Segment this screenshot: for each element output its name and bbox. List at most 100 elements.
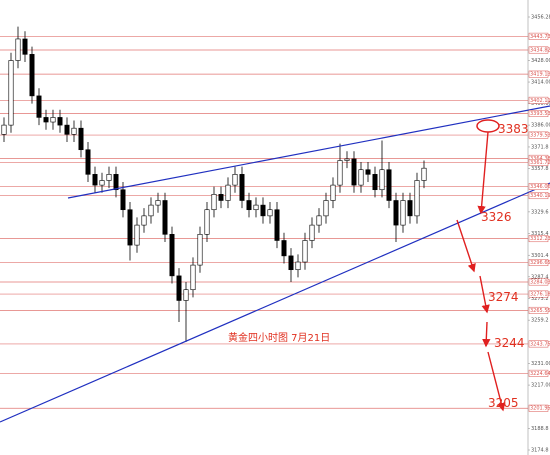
price-level-box (528, 259, 549, 267)
forecast-arrow (456, 219, 476, 273)
y-tick-label: 3273.2 (531, 296, 549, 302)
candle-body (92, 174, 98, 186)
candle-body (351, 158, 357, 186)
price-level-box (528, 46, 549, 54)
candle-body (106, 174, 112, 181)
candle-body (141, 215, 147, 226)
candle-body (183, 289, 189, 301)
candle-body (99, 180, 105, 186)
target-label: 3326 (481, 210, 512, 224)
price-level-box (528, 290, 549, 298)
candle-body (57, 117, 63, 126)
candle-body (421, 167, 427, 181)
y-tick-label: 3174.8 (531, 448, 549, 454)
y-tick-label: 3259.2 (531, 318, 549, 324)
candle-body (337, 160, 343, 186)
marks (0, 26, 528, 409)
candle-body (8, 60, 14, 126)
candle-body (50, 117, 56, 123)
target-label: 3205 (488, 396, 519, 410)
candle-body (29, 54, 35, 97)
candle-body (22, 38, 28, 55)
candle-body (155, 200, 161, 206)
candle-body (204, 209, 210, 235)
candle-body (323, 200, 329, 217)
price-level-label: 3443.73 (530, 34, 550, 40)
candle-body (232, 174, 238, 186)
price-level-label: 3419.13 (530, 72, 550, 78)
candle-body (127, 209, 133, 246)
candle-body (134, 224, 140, 246)
price-level-box (528, 404, 549, 412)
y-tick-label: 3371.8 (531, 144, 549, 150)
price-level-label: 3434.82 (530, 48, 550, 54)
y-tick-label: 3456.28 (531, 15, 550, 21)
candle-body (344, 158, 350, 161)
candle-body (239, 174, 245, 201)
candle-body (64, 124, 70, 135)
candle-body (176, 275, 182, 301)
candle-body (274, 209, 280, 241)
candle-body (393, 200, 399, 226)
candle-body (309, 224, 315, 241)
candle-body (36, 95, 42, 118)
price-level-label: 3312.23 (530, 236, 550, 242)
candle-body (400, 200, 406, 226)
candle-body (407, 200, 413, 217)
price-level-box (528, 235, 549, 243)
candle-body (162, 200, 168, 235)
target-label: 3274 (488, 290, 519, 304)
candle-body (148, 204, 154, 217)
candle-body (379, 169, 385, 191)
candle-body (267, 209, 273, 217)
candle-body (372, 174, 378, 191)
price-level-label: 3346.06 (530, 184, 550, 190)
forecast-arrow (479, 275, 490, 314)
price-level-label: 3243.75 (530, 341, 550, 347)
candle-body (288, 255, 294, 271)
forecast-arrow (487, 351, 506, 412)
candle-body (218, 194, 224, 201)
price-level-box (528, 306, 549, 314)
forecast-arrow (482, 321, 491, 348)
price-level-label: 3265.55 (530, 308, 550, 314)
candle-body (281, 240, 287, 257)
price-level-box (528, 131, 549, 139)
candle-body (71, 127, 77, 135)
upper-trendline (67, 105, 550, 199)
price-level-label: 3224.64 (530, 371, 550, 377)
candle-body (78, 127, 84, 151)
price-level-box (528, 110, 549, 117)
y-tick-label: 3287.4 (531, 274, 549, 280)
price-level-box (528, 159, 549, 166)
candle-body (260, 204, 266, 217)
candle-body (43, 117, 49, 123)
y-tick-label: 3188.8 (531, 426, 549, 432)
candle-body (246, 200, 252, 211)
price-level-box (528, 369, 549, 377)
chart-title: 黄金四小时图 7月21日 (228, 331, 330, 344)
y-tick-label: 3400.00 (531, 101, 550, 107)
candle-body (365, 169, 371, 175)
target-label: 3383 (498, 122, 529, 136)
y-tick-label: 3315.4 (531, 231, 549, 237)
candle-body (197, 234, 203, 266)
price-level-label: 3379.53 (530, 133, 550, 139)
price-level-label: 3276.18 (530, 292, 550, 298)
y-tick-label: 3357.8 (531, 166, 549, 172)
candle-body (1, 124, 7, 135)
price-level-box (528, 183, 549, 191)
price-level-label: 3340.19 (530, 193, 550, 199)
price-level-box (528, 96, 549, 104)
y-tick-label: 3386.00 (531, 123, 550, 129)
candle-body (85, 149, 91, 175)
y-tick-label: 3329.6 (531, 209, 549, 215)
price-level-box (528, 32, 549, 40)
price-level-box (528, 192, 549, 200)
candle-body (358, 169, 364, 186)
candle-body (253, 204, 259, 211)
price-level-label: 3361.72 (530, 160, 550, 166)
candle-body (414, 180, 420, 217)
candle-body (169, 234, 175, 277)
